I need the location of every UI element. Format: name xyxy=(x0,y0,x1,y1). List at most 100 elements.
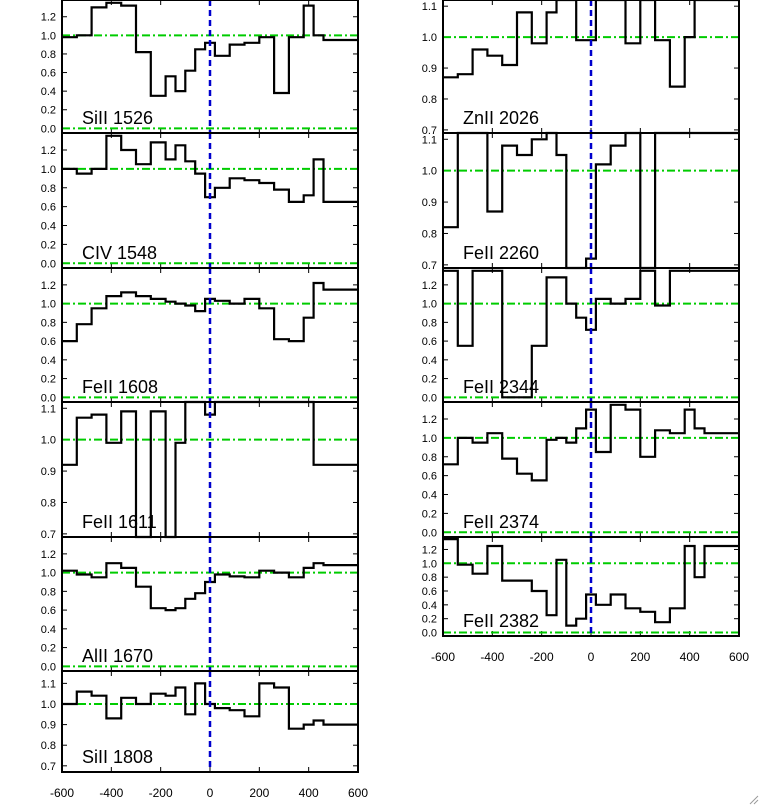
y-tick-label: 0.6 xyxy=(41,336,56,348)
y-tick-label: 1.0 xyxy=(41,568,56,580)
y-tick-label: 0.7 xyxy=(422,260,437,272)
transition-label: FeII 2374 xyxy=(463,512,539,532)
panel-frame xyxy=(61,670,359,773)
y-tick-label: 0.0 xyxy=(41,123,56,135)
y-tick-label: 0.6 xyxy=(422,471,437,483)
x-tick-label: -600 xyxy=(50,786,74,800)
panel-left-3: 0.0 0.2 0.4 0.6 0.8 1.0 1.2 FeII 1608 xyxy=(41,267,359,404)
y-tick-label: 0.0 xyxy=(41,392,56,404)
y-tick-label: 0.4 xyxy=(422,355,437,367)
transition-label: FeII 2344 xyxy=(463,377,539,397)
x-tick-label: -200 xyxy=(530,650,554,664)
x-tick-label: 600 xyxy=(729,650,749,664)
y-tick-label: 1.2 xyxy=(41,145,56,157)
y-tick-label: 0.8 xyxy=(41,497,56,509)
y-tick-label: 0.9 xyxy=(422,197,437,209)
x-tick-label: 0 xyxy=(207,786,214,800)
panel-right-4: 0.0 0.2 0.4 0.6 0.8 1.0 1.2 FeII 2374 xyxy=(422,401,740,539)
y-tick-label: 1.0 xyxy=(422,433,437,445)
x-tick-label: 400 xyxy=(299,786,319,800)
spectrum-line xyxy=(443,0,739,88)
panel-right-1: 0.7 0.8 0.9 1.0 1.1 ZnII 2026 xyxy=(422,0,740,137)
resize-grip-icon[interactable] xyxy=(749,795,759,805)
y-tick-label: 0.8 xyxy=(422,228,437,240)
y-tick-label: 0.8 xyxy=(41,740,56,752)
transition-label: SiII 1526 xyxy=(82,108,153,128)
panel-left-1: 0.0 0.2 0.4 0.6 0.8 1.0 1.2 SiII 1526 xyxy=(41,0,359,135)
spectrum-line xyxy=(62,281,358,343)
y-tick-label: 0.2 xyxy=(41,239,56,251)
transition-label: FeII 2382 xyxy=(463,611,539,631)
y-tick-label: 0.2 xyxy=(422,614,437,626)
transition-label: ZnII 2026 xyxy=(463,108,539,128)
spectrum-line xyxy=(62,562,358,612)
panel-left-5: 0.0 0.2 0.4 0.6 0.8 1.0 1.2 AlII 1670 xyxy=(41,536,359,673)
spectrum-line xyxy=(62,682,358,730)
y-tick-label: 0.8 xyxy=(41,586,56,598)
y-tick-label: 0.8 xyxy=(422,317,437,329)
y-tick-label: 0.2 xyxy=(422,508,437,520)
y-tick-label: 0.6 xyxy=(422,586,437,598)
y-tick-label: 1.0 xyxy=(41,164,56,176)
y-tick-label: 1.0 xyxy=(41,435,56,447)
y-tick-label: 0.4 xyxy=(41,221,56,233)
y-tick-label: 0.4 xyxy=(41,355,56,367)
y-tick-label: 0.6 xyxy=(41,202,56,214)
y-tick-label: 0.0 xyxy=(422,628,437,640)
y-tick-label: 0.8 xyxy=(422,572,437,584)
transition-label: CIV 1548 xyxy=(82,243,157,263)
transition-label: SiII 1808 xyxy=(82,747,153,767)
y-tick-label: 0.7 xyxy=(41,761,56,773)
y-tick-label: 1.2 xyxy=(41,12,56,24)
x-tick-label: -400 xyxy=(99,786,123,800)
y-tick-label: 0.4 xyxy=(41,86,56,98)
y-tick-label: 1.0 xyxy=(41,299,56,311)
y-tick-label: 0.8 xyxy=(422,452,437,464)
y-tick-label: 0.2 xyxy=(41,374,56,386)
y-tick-label: 1.1 xyxy=(41,403,56,415)
x-tick-label: 200 xyxy=(249,786,269,800)
y-tick-label: 1.0 xyxy=(41,699,56,711)
y-tick-label: 1.0 xyxy=(422,166,437,178)
x-tick-label: 400 xyxy=(680,650,700,664)
panel-right-3: 0.0 0.2 0.4 0.6 0.8 1.0 1.2 FeII 2344 xyxy=(422,267,740,404)
spectrum-line xyxy=(62,134,358,203)
y-tick-label: 0.6 xyxy=(41,68,56,80)
y-tick-label: 0.2 xyxy=(41,105,56,117)
panel-right-2: 0.7 0.8 0.9 1.0 1.1 FeII 2260 xyxy=(422,131,740,272)
y-tick-label: 1.0 xyxy=(422,558,437,570)
y-tick-label: 0.2 xyxy=(422,374,437,386)
y-tick-label: 1.2 xyxy=(422,414,437,426)
transition-label: FeII 2260 xyxy=(463,243,539,263)
y-tick-label: 0.8 xyxy=(41,183,56,195)
panel-left-2: 0.0 0.2 0.4 0.6 0.8 1.0 1.2 CIV 1548 xyxy=(41,132,359,270)
y-tick-label: 1.1 xyxy=(41,678,56,690)
spectrum-line xyxy=(443,269,739,399)
x-tick-label: -400 xyxy=(480,650,504,664)
panel-left-6: 0.7 0.8 0.9 1.0 1.1 SiII 1808 -600 -400 -200 0 200… xyxy=(41,670,368,800)
panel-left-4: 0.7 0.8 0.9 1.0 1.1 FeII 1611 xyxy=(41,400,359,541)
y-tick-label: 0.8 xyxy=(422,94,437,106)
spectrum-line xyxy=(443,403,739,482)
y-tick-label: 0.0 xyxy=(41,258,56,270)
y-tick-label: 0.0 xyxy=(422,392,437,404)
y-tick-label: 0.2 xyxy=(41,643,56,655)
transition-label: AlII 1670 xyxy=(82,646,153,666)
y-tick-label: 0.4 xyxy=(422,490,437,502)
panel-frame xyxy=(442,536,740,637)
y-tick-label: 0.0 xyxy=(41,661,56,673)
x-tick-label: 200 xyxy=(630,650,650,664)
y-tick-label: 1.1 xyxy=(422,134,437,146)
y-tick-label: 1.2 xyxy=(422,280,437,292)
x-tick-label: 600 xyxy=(348,786,368,800)
panel-right-5: 0.0 0.2 0.4 0.6 0.8 1.0 1.2 FeII 2382 -600 -400 -2… xyxy=(422,536,749,664)
y-tick-label: 0.9 xyxy=(422,63,437,75)
y-tick-label: 1.0 xyxy=(422,32,437,44)
y-tick-label: 0.7 xyxy=(41,529,56,541)
y-tick-label: 0.6 xyxy=(41,605,56,617)
y-tick-label: 1.2 xyxy=(41,280,56,292)
x-tick-label: -600 xyxy=(431,650,455,664)
y-tick-label: 1.0 xyxy=(41,30,56,42)
x-tick-label: -200 xyxy=(149,786,173,800)
